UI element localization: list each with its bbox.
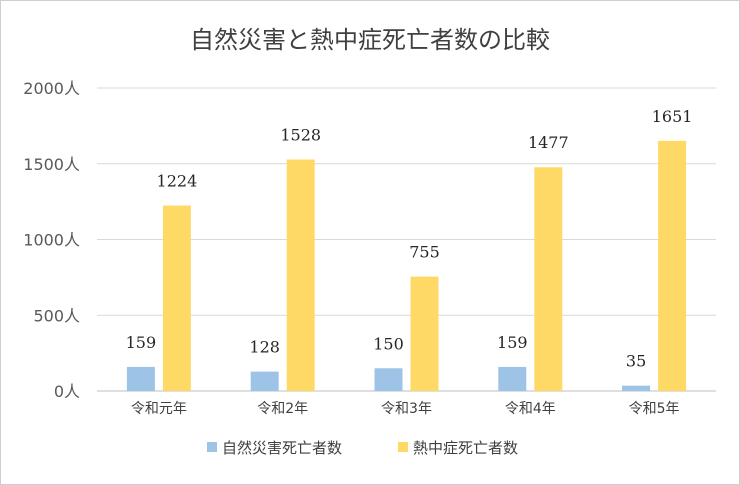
legend: 自然災害死亡者数 熱中症死亡者数 — [207, 439, 518, 457]
legend-swatch — [398, 442, 408, 452]
category-label: 令和4年 — [505, 401, 556, 417]
bar-natural-disaster — [374, 368, 403, 391]
legend-swatch — [207, 442, 217, 452]
data-label: 159 — [126, 333, 157, 352]
bar-natural-disaster — [250, 371, 279, 391]
bar-heatstroke — [286, 159, 315, 391]
y-tick-labels: 0人 500人 1000人 1500人 2000人 — [23, 79, 80, 401]
category-label: 令和元年 — [131, 401, 187, 417]
data-label: 159 — [497, 333, 528, 352]
legend-label: 熱中症死亡者数 — [413, 439, 518, 457]
category-label: 令和5年 — [629, 401, 680, 417]
data-label: 35 — [626, 352, 646, 371]
category-label: 令和2年 — [257, 401, 308, 417]
bar-heatstroke — [410, 276, 439, 391]
y-tick-label: 2000人 — [23, 79, 80, 98]
category-label: 令和3年 — [381, 401, 432, 417]
data-label: 1528 — [280, 126, 321, 145]
data-label: 150 — [373, 334, 404, 353]
y-tick-label: 500人 — [33, 306, 80, 325]
gridlines — [97, 87, 716, 392]
data-labels: 159 1224 128 1528 150 755 159 1477 35 1651 — [126, 107, 693, 371]
data-label: 755 — [409, 243, 440, 262]
bar-heatstroke — [162, 205, 191, 391]
bar-heatstroke — [658, 140, 687, 391]
data-label: 1651 — [652, 107, 693, 126]
category-labels: 令和元年 令和2年 令和3年 令和4年 令和5年 — [131, 401, 680, 417]
y-tick-label: 0人 — [54, 382, 80, 401]
bar-natural-disaster — [622, 385, 651, 391]
bar-natural-disaster — [498, 366, 527, 391]
bar-heatstroke — [534, 167, 563, 391]
bar-natural-disaster — [126, 366, 155, 391]
bars — [126, 140, 687, 391]
data-label: 1224 — [157, 172, 198, 191]
y-tick-label: 1500人 — [23, 155, 80, 174]
data-label: 1477 — [528, 133, 569, 152]
data-label: 128 — [249, 338, 280, 357]
y-tick-label: 1000人 — [23, 231, 80, 250]
chart-title: 自然災害と熱中症死亡者数の比較 — [190, 26, 550, 54]
legend-label: 自然災害死亡者数 — [222, 439, 342, 457]
